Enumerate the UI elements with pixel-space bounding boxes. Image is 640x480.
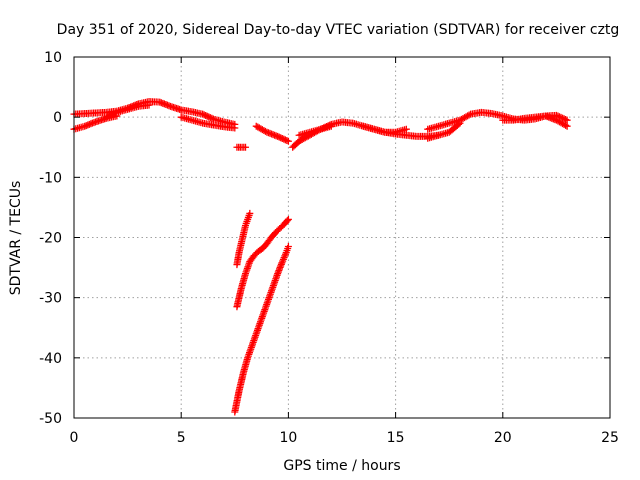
series-track-8 <box>295 122 335 139</box>
data-point-marker <box>206 114 214 122</box>
x-tick-label: 15 <box>387 430 405 446</box>
data-point-marker <box>108 110 116 118</box>
data-point-marker <box>562 115 570 123</box>
data-point-marker <box>402 125 410 133</box>
series-track-14 <box>233 215 292 311</box>
x-tick-label: 10 <box>279 430 297 446</box>
data-layer <box>70 98 571 416</box>
data-point-marker <box>563 122 571 130</box>
data-point-marker <box>105 112 113 120</box>
y-tick-label: -30 <box>39 291 62 307</box>
data-point-marker <box>246 209 254 217</box>
data-point-marker <box>280 135 288 143</box>
data-point-marker <box>284 243 292 251</box>
data-point-marker <box>200 111 208 119</box>
data-point-marker <box>145 101 153 109</box>
data-point-marker <box>199 110 207 118</box>
data-point-marker <box>208 114 216 122</box>
data-point-marker <box>456 119 464 127</box>
data-point-marker <box>110 110 118 118</box>
x-tick-label: 25 <box>601 430 619 446</box>
series-track-12 <box>499 112 571 130</box>
data-point-marker <box>283 217 291 225</box>
y-tick-label: -10 <box>39 170 62 186</box>
data-point-marker <box>275 133 283 141</box>
data-point-marker <box>102 113 110 121</box>
data-point-marker <box>281 136 289 144</box>
series-track-15 <box>231 243 292 416</box>
data-point-marker <box>107 111 115 119</box>
series-track-4 <box>177 113 239 132</box>
data-point-marker <box>231 124 239 132</box>
data-point-marker <box>111 109 119 117</box>
series-track-3 <box>102 101 153 121</box>
data-point-marker <box>277 134 285 142</box>
series-track-6 <box>252 122 292 145</box>
y-axis-title: SDTVAR / TECUs <box>8 181 24 296</box>
data-point-marker <box>104 112 112 120</box>
data-point-marker <box>562 121 570 129</box>
data-point-marker <box>455 120 463 128</box>
data-point-marker <box>274 132 282 140</box>
data-point-marker <box>465 111 473 119</box>
series-track-11 <box>424 119 464 142</box>
x-tick-label: 20 <box>494 430 512 446</box>
data-point-marker <box>327 122 335 130</box>
series-track-10 <box>424 108 571 133</box>
data-point-marker <box>242 143 250 151</box>
y-tick-label: -40 <box>39 351 62 367</box>
y-tick-label: 0 <box>53 110 62 126</box>
tick-layer: 0 5 10 15 20 25 10 0 -10 -20 -30 -40 -50 <box>39 50 619 446</box>
x-tick-label: 5 <box>177 430 186 446</box>
series-track-13 <box>233 209 254 269</box>
data-point-marker <box>283 137 291 145</box>
chart-title: Day 351 of 2020, Sidereal Day-to-day VTE… <box>57 22 620 38</box>
grid-layer <box>74 57 610 418</box>
series-track-9 <box>359 122 410 136</box>
data-point-marker <box>202 112 210 120</box>
series-track-2 <box>70 112 121 133</box>
data-point-marker <box>203 112 211 120</box>
x-axis-title: GPS time / hours <box>283 458 400 474</box>
x-tick-label: 0 <box>70 430 79 446</box>
data-point-marker <box>205 113 213 121</box>
data-point-marker <box>261 127 269 135</box>
series-track-5 <box>233 143 250 151</box>
data-point-marker <box>284 215 292 223</box>
data-point-marker <box>278 134 286 142</box>
data-point-marker <box>563 116 571 124</box>
y-tick-label: 10 <box>44 50 62 66</box>
y-tick-label: -20 <box>39 231 62 247</box>
data-point-marker <box>284 137 292 145</box>
y-tick-label: -50 <box>39 411 62 427</box>
